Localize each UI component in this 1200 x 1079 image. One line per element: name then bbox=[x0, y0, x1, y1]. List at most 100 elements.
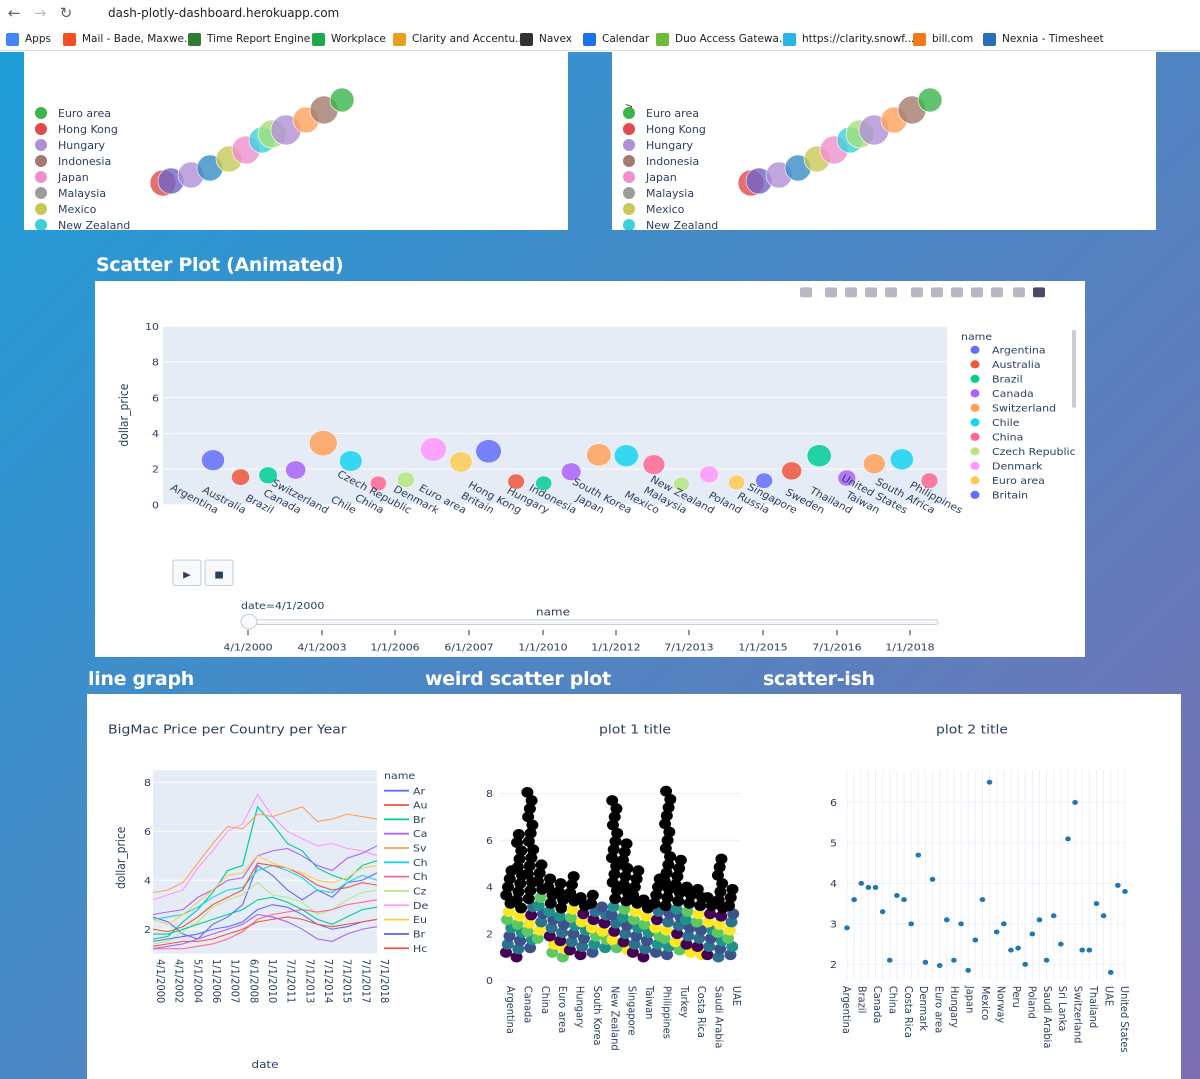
scatter-point bbox=[515, 902, 528, 914]
bookmark-5[interactable]: Navex bbox=[520, 31, 572, 47]
bookmark-4[interactable]: Clarity and Accentu... bbox=[393, 31, 525, 47]
legend-marker bbox=[623, 187, 635, 199]
scatter-point bbox=[712, 894, 725, 906]
x-tick-label: UAE bbox=[730, 986, 743, 1006]
scatter-point bbox=[511, 861, 524, 873]
scatter-point bbox=[755, 472, 773, 489]
scatter-point bbox=[650, 889, 663, 901]
scatter-point bbox=[951, 957, 957, 963]
x-tick-label: Philippines bbox=[660, 986, 673, 1039]
bookmark-1[interactable]: Mail - Bade, Maxwe... bbox=[63, 31, 194, 47]
scatter-point bbox=[525, 795, 538, 806]
scatter-point bbox=[662, 916, 675, 928]
scatter-point bbox=[680, 881, 693, 893]
scatter-point bbox=[567, 928, 580, 940]
scatter-point bbox=[806, 444, 832, 467]
weird-scatter-chart[interactable]: plot 1 title 0 2 4 6 8 Argentina Canada China Eur… bbox=[467, 694, 797, 1079]
scatter-point bbox=[610, 803, 623, 815]
scatter-point bbox=[1122, 888, 1128, 895]
x-tick-label: Euro area bbox=[556, 986, 569, 1033]
x-tick-label: Argentina bbox=[504, 986, 517, 1034]
scatter-point bbox=[611, 827, 624, 839]
scatter-point bbox=[588, 938, 601, 950]
bookmark-10[interactable]: Nexnia - Timesheet bbox=[983, 31, 1104, 47]
scatter-point bbox=[715, 910, 728, 922]
x-tick-label: 7/1/2011 bbox=[285, 959, 298, 1003]
scatter-point bbox=[607, 901, 620, 913]
scatter-point bbox=[637, 951, 650, 963]
bookmark-3[interactable]: Workplace bbox=[312, 31, 386, 47]
scatter-point bbox=[658, 933, 671, 944]
bookmark-8[interactable]: https://clarity.snowf... bbox=[783, 31, 914, 47]
x-axis-title: date bbox=[251, 1058, 278, 1071]
scatter-point bbox=[660, 810, 673, 822]
address-bar[interactable]: dash-plotly-dashboard.herokuapp.com bbox=[88, 2, 1188, 24]
scatter-point bbox=[630, 873, 643, 885]
top-left-bubble-chart[interactable]: Euro area Hong Kong Hungary Indonesia Japan M… bbox=[24, 52, 568, 283]
scatter-point bbox=[613, 444, 639, 467]
reload-icon[interactable]: ↻ bbox=[59, 4, 73, 22]
scatter-point bbox=[586, 947, 599, 958]
bookmark-0[interactable]: Apps bbox=[6, 31, 51, 47]
modebar-icon bbox=[885, 287, 897, 298]
scatter-point bbox=[690, 916, 703, 928]
scatter-point bbox=[879, 909, 886, 915]
back-icon[interactable]: ← bbox=[7, 4, 21, 22]
scatter-point bbox=[663, 826, 676, 838]
scatter-point bbox=[929, 876, 936, 882]
legend-label: Canada bbox=[992, 388, 1034, 399]
legend-label: Eu bbox=[413, 915, 427, 926]
forward-icon[interactable]: → bbox=[33, 4, 47, 22]
bookmark-7[interactable]: Duo Access Gatewa... bbox=[656, 31, 789, 47]
x-tick-label: UAE bbox=[1102, 986, 1115, 1006]
series-line bbox=[152, 862, 378, 933]
scatter-point bbox=[617, 854, 630, 866]
bookmark-9[interactable]: bill.com bbox=[913, 31, 973, 47]
plot-area bbox=[153, 770, 377, 954]
scatter-point bbox=[716, 878, 729, 889]
modebar-icon bbox=[800, 287, 812, 298]
line-graph-chart[interactable]: BigMac Price per Country per Year 2 4 6 8 dol… bbox=[87, 694, 447, 1079]
bookmark-2[interactable]: Time Report Engine bbox=[188, 31, 310, 47]
scatter-point bbox=[1086, 947, 1093, 953]
scatter-point bbox=[231, 468, 250, 486]
scatter-point bbox=[695, 924, 708, 936]
x-tick-label: Peru bbox=[1010, 986, 1023, 1008]
modebar-icon bbox=[1013, 287, 1025, 298]
scatter-point bbox=[510, 894, 523, 906]
animated-scatter-chart[interactable]: 0 2 4 6 8 10 dollar_price Argentina Australia Bra… bbox=[95, 281, 1085, 657]
x-tick-label: Hungary bbox=[948, 986, 961, 1028]
scatter-point bbox=[587, 914, 600, 926]
scatter-point bbox=[586, 443, 612, 467]
legend-label: Chile bbox=[992, 417, 1020, 428]
scatter-point bbox=[651, 914, 663, 926]
scatter-point bbox=[258, 466, 278, 484]
browser-nav-row: ← → ↻ dash-plotly-dashboard.herokuapp.co… bbox=[0, 0, 1200, 26]
legend-marker bbox=[623, 123, 635, 135]
scatter-point bbox=[728, 474, 746, 491]
bookmark-6[interactable]: Calendar bbox=[583, 31, 649, 47]
scatter-point bbox=[694, 900, 707, 912]
scatter-point bbox=[564, 887, 577, 899]
scatter-point bbox=[502, 881, 514, 893]
scatterish-chart[interactable]: plot 2 title 2 3 4 5 6 Argentina Brazil Canada Ch… bbox=[807, 694, 1177, 1079]
legend-marker bbox=[970, 403, 980, 412]
scatter-point bbox=[500, 889, 513, 901]
scatter-point bbox=[872, 884, 879, 890]
scatter-point bbox=[578, 933, 590, 944]
scatter-point bbox=[563, 944, 576, 956]
x-tick-label: 1/1/2006 bbox=[210, 959, 223, 1003]
scatter-point bbox=[512, 943, 525, 955]
scatter-point bbox=[561, 462, 582, 481]
scatter-point bbox=[524, 885, 537, 896]
x-tick-label: 1/1/2007 bbox=[229, 959, 242, 1003]
scatter-point bbox=[553, 910, 566, 922]
scatter-point bbox=[894, 893, 900, 899]
legend-label: Au bbox=[413, 800, 428, 811]
scatter-point bbox=[534, 892, 547, 903]
legend-marker bbox=[623, 107, 635, 119]
x-tick-label: South Korea bbox=[591, 986, 604, 1046]
scatter-point bbox=[637, 894, 650, 906]
